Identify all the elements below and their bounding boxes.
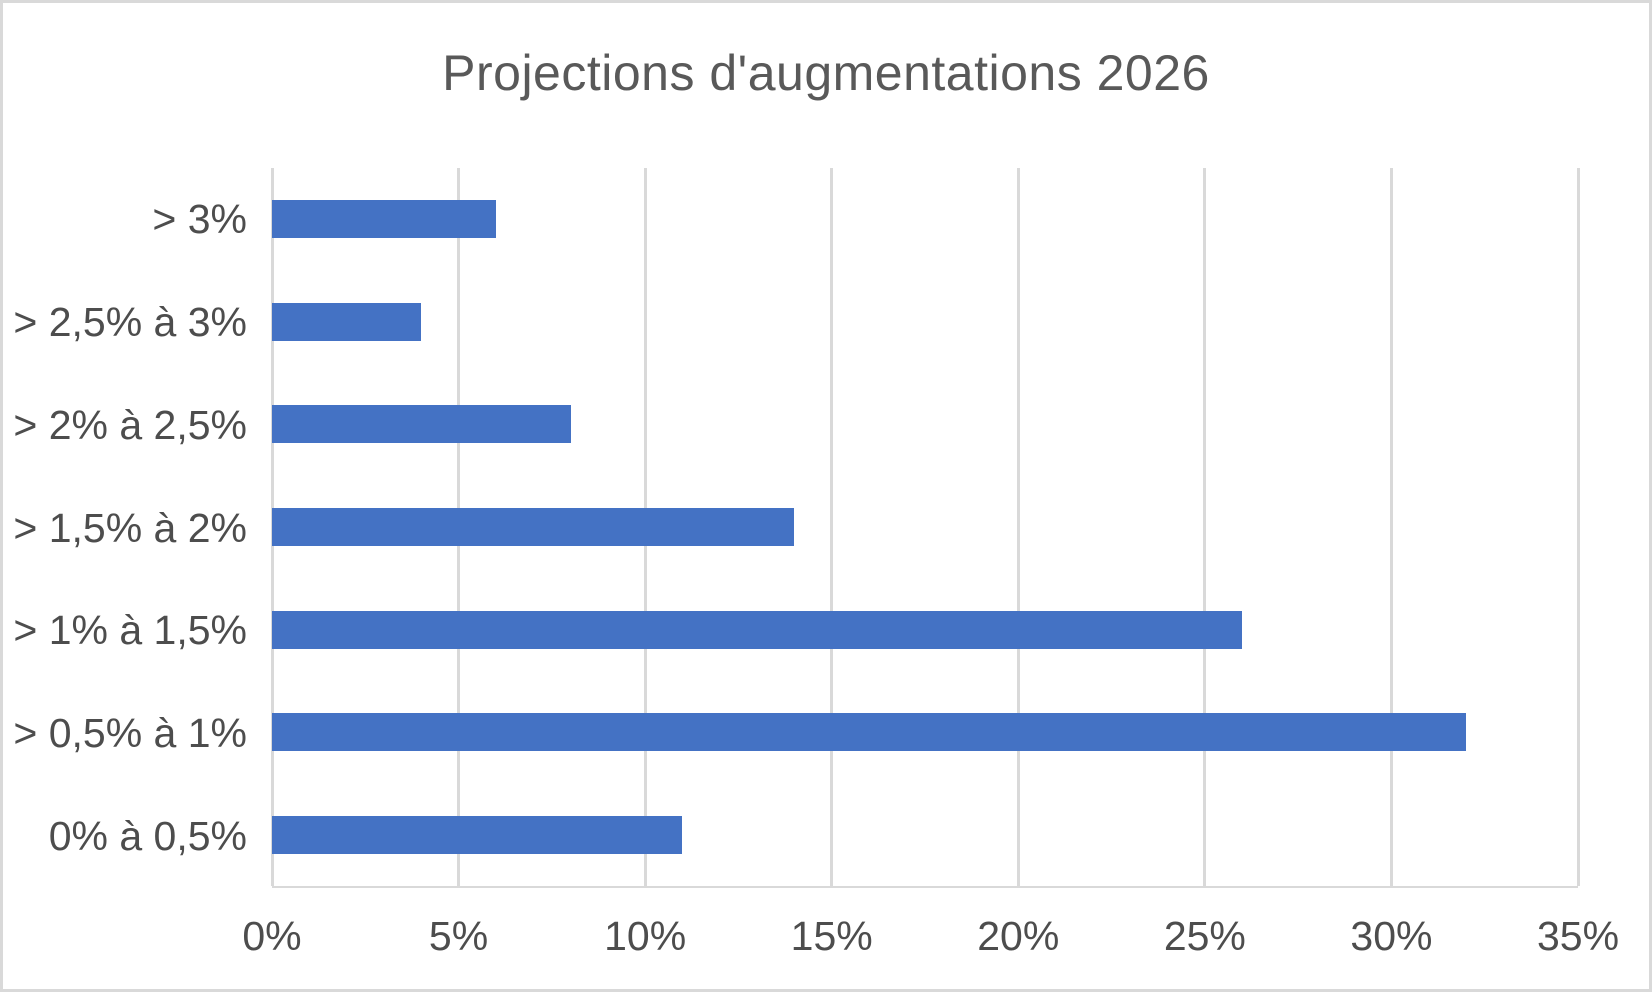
gridline — [830, 168, 834, 886]
gridline — [1389, 168, 1393, 886]
bar-row — [272, 578, 1578, 681]
x-tick-label: 15% — [790, 913, 873, 959]
category-label: > 0,5% à 1% — [13, 710, 247, 757]
bar-3 — [272, 405, 571, 444]
category-label: > 1% à 1,5% — [13, 607, 247, 654]
chart-title: Projections d'augmentations 2026 — [442, 45, 1210, 101]
bar-row — [272, 373, 1578, 476]
category-label: > 1,5% à 2% — [13, 504, 247, 551]
x-tick-label: 5% — [428, 913, 489, 959]
x-tick-label: 10% — [604, 913, 687, 959]
gridline — [1016, 168, 1020, 886]
bar-4 — [272, 508, 795, 547]
bar-rows — [272, 168, 1578, 886]
bar-1 — [272, 200, 496, 239]
x-axis-labels: 0% 5% 10% 15% 20% 25% 30% 35% — [242, 911, 1619, 967]
bar-row — [272, 681, 1578, 784]
category-label: > 2% à 2,5% — [13, 401, 247, 448]
category-label: > 3% — [152, 195, 247, 242]
bar-5 — [272, 610, 1243, 649]
x-tick-label: 25% — [1163, 913, 1246, 959]
bar-6 — [272, 713, 1467, 752]
x-tick-label: 0% — [242, 913, 302, 959]
x-tick-label: 35% — [1536, 913, 1620, 959]
category-label: 0% à 0,5% — [48, 813, 247, 860]
bar-2 — [272, 302, 422, 341]
y-axis-labels: > 3% > 2,5% à 3% > 2% à 2,5% > 1,5% à 2% > 1… — [9, 168, 247, 888]
bar-row — [272, 168, 1578, 271]
bar-row — [272, 271, 1578, 374]
x-tick-label: 20% — [977, 913, 1060, 959]
gridline — [1576, 168, 1580, 886]
bar-row — [272, 476, 1578, 579]
category-label: > 2,5% à 3% — [13, 298, 247, 345]
bar-7 — [272, 815, 683, 854]
x-tick-label: 30% — [1350, 913, 1433, 959]
bar-row — [272, 783, 1578, 886]
plot-area — [270, 168, 1580, 888]
gridline — [1203, 168, 1207, 886]
